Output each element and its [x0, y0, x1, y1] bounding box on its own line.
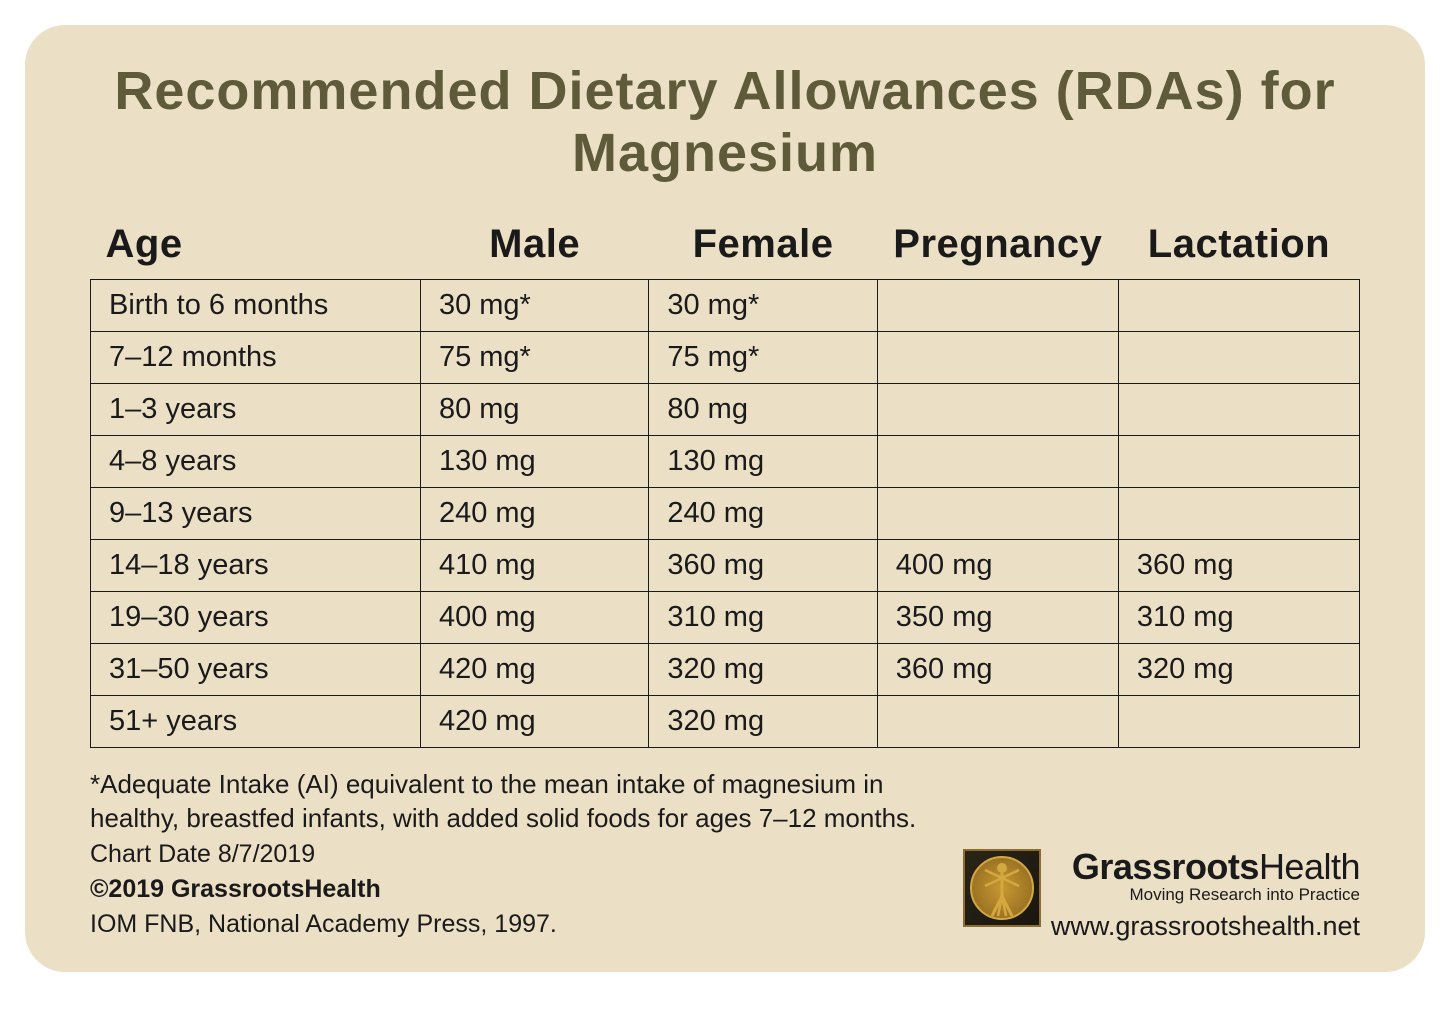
table-cell: [1118, 332, 1359, 384]
footnote-line1: *Adequate Intake (AI) equivalent to the …: [90, 769, 883, 799]
table-cell: [877, 436, 1118, 488]
table-cell: [877, 384, 1118, 436]
table-cell: 80 mg: [420, 384, 648, 436]
table-cell: 360 mg: [1118, 540, 1359, 592]
table-cell: 320 mg: [649, 644, 877, 696]
col-lactation: Lactation: [1118, 214, 1359, 280]
table-cell: 1–3 years: [91, 384, 421, 436]
table-header-row: Age Male Female Pregnancy Lactation: [91, 214, 1360, 280]
table-cell: 420 mg: [420, 696, 648, 748]
table-cell: [1118, 436, 1359, 488]
col-pregnancy: Pregnancy: [877, 214, 1118, 280]
table-cell: 320 mg: [649, 696, 877, 748]
brand-bold: Grassroots: [1072, 846, 1259, 887]
table-cell: 75 mg*: [420, 332, 648, 384]
infographic-card: Recommended Dietary Allowances (RDAs) fo…: [25, 25, 1425, 972]
url: www.grassrootshealth.net: [1051, 911, 1360, 942]
rda-table: Age Male Female Pregnancy Lactation Birt…: [90, 214, 1360, 748]
footer: Chart Date 8/7/2019 ©2019 GrassrootsHeal…: [90, 837, 1360, 942]
table-cell: 400 mg: [877, 540, 1118, 592]
table-cell: 130 mg: [420, 436, 648, 488]
table-cell: Birth to 6 months: [91, 280, 421, 332]
logo-icon: [963, 849, 1041, 927]
vitruvian-icon: [980, 858, 1024, 918]
table-cell: 14–18 years: [91, 540, 421, 592]
table-cell: 240 mg: [420, 488, 648, 540]
table-cell: 31–50 years: [91, 644, 421, 696]
table-row: 1–3 years80 mg80 mg: [91, 384, 1360, 436]
brand-name: GrassrootsHealth: [1072, 849, 1360, 885]
table-cell: [1118, 280, 1359, 332]
table-row: 9–13 years240 mg240 mg: [91, 488, 1360, 540]
copyright: ©2019 GrassrootsHealth: [90, 872, 557, 907]
table-cell: 9–13 years: [91, 488, 421, 540]
table-cell: 130 mg: [649, 436, 877, 488]
footer-right: GrassrootsHealth Moving Research into Pr…: [963, 849, 1360, 942]
table-cell: 7–12 months: [91, 332, 421, 384]
table-cell: [877, 696, 1118, 748]
table-cell: 30 mg*: [649, 280, 877, 332]
table-cell: 420 mg: [420, 644, 648, 696]
table-cell: [1118, 488, 1359, 540]
table-cell: 350 mg: [877, 592, 1118, 644]
table-cell: 240 mg: [649, 488, 877, 540]
table-cell: 360 mg: [877, 644, 1118, 696]
col-female: Female: [649, 214, 877, 280]
table-row: 7–12 months75 mg*75 mg*: [91, 332, 1360, 384]
table-row: 14–18 years410 mg360 mg400 mg360 mg: [91, 540, 1360, 592]
table-cell: 310 mg: [649, 592, 877, 644]
chart-date: Chart Date 8/7/2019: [90, 837, 557, 872]
table-cell: [1118, 384, 1359, 436]
table-cell: [877, 332, 1118, 384]
footnote: *Adequate Intake (AI) equivalent to the …: [90, 768, 990, 836]
table-row: 4–8 years130 mg130 mg: [91, 436, 1360, 488]
table-body: Birth to 6 months30 mg*30 mg*7–12 months…: [91, 280, 1360, 748]
col-male: Male: [420, 214, 648, 280]
table-cell: 30 mg*: [420, 280, 648, 332]
table-cell: 320 mg: [1118, 644, 1359, 696]
tagline: Moving Research into Practice: [1129, 885, 1360, 905]
table-cell: 310 mg: [1118, 592, 1359, 644]
table-cell: 4–8 years: [91, 436, 421, 488]
source: IOM FNB, National Academy Press, 1997.: [90, 907, 557, 942]
table-cell: 400 mg: [420, 592, 648, 644]
table-cell: 360 mg: [649, 540, 877, 592]
table-row: 31–50 years420 mg320 mg360 mg320 mg: [91, 644, 1360, 696]
table-cell: [877, 280, 1118, 332]
brand-light: Health: [1259, 846, 1360, 887]
logo-text: GrassrootsHealth Moving Research into Pr…: [1051, 849, 1360, 942]
footnote-line2: healthy, breastfed infants, with added s…: [90, 803, 916, 833]
table-cell: 51+ years: [91, 696, 421, 748]
table-row: 51+ years420 mg320 mg: [91, 696, 1360, 748]
footer-left: Chart Date 8/7/2019 ©2019 GrassrootsHeal…: [90, 837, 557, 942]
table-cell: 19–30 years: [91, 592, 421, 644]
col-age: Age: [91, 214, 421, 280]
table-cell: 75 mg*: [649, 332, 877, 384]
title: Recommended Dietary Allowances (RDAs) fo…: [90, 60, 1360, 184]
table-cell: [877, 488, 1118, 540]
table-row: Birth to 6 months30 mg*30 mg*: [91, 280, 1360, 332]
table-cell: 80 mg: [649, 384, 877, 436]
table-cell: 410 mg: [420, 540, 648, 592]
table-cell: [1118, 696, 1359, 748]
table-row: 19–30 years400 mg310 mg350 mg310 mg: [91, 592, 1360, 644]
